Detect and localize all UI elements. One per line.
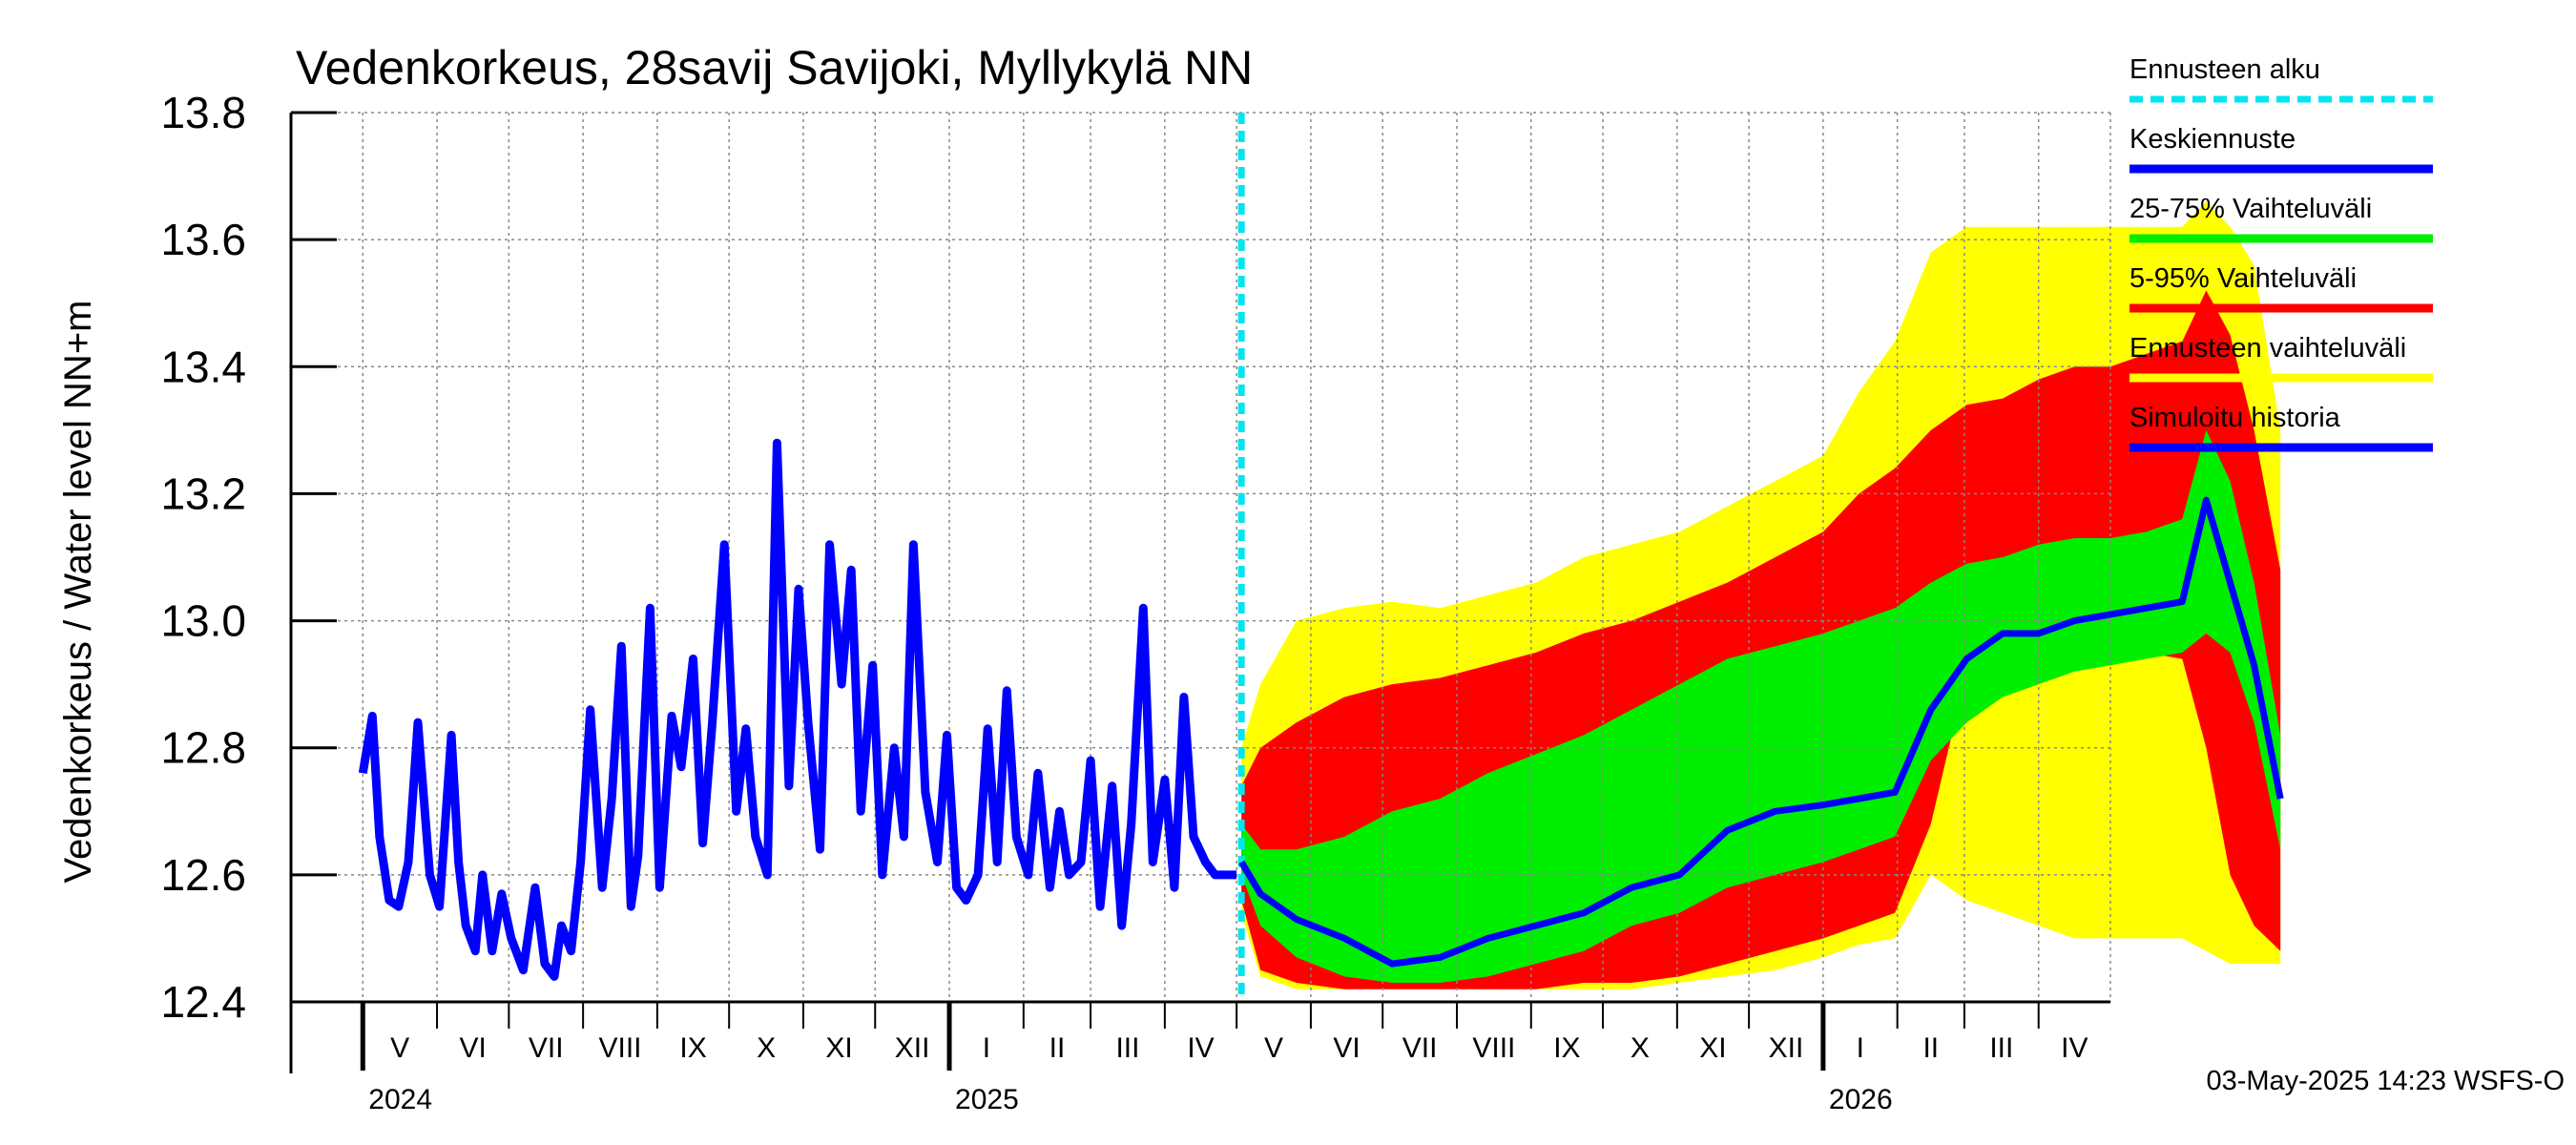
month-label: I xyxy=(983,1032,990,1064)
forecast-bands xyxy=(1241,201,2281,989)
month-label: VIII xyxy=(1472,1032,1515,1064)
legend: Ennusteen alku Keskiennuste 25-75% Vaihtel… xyxy=(2129,54,2433,452)
year-label: 2026 xyxy=(1829,1084,1893,1115)
month-label: XII xyxy=(895,1032,930,1064)
legend-label: Ennusteen vaihteluväli xyxy=(2129,333,2406,364)
year-label: 2025 xyxy=(955,1084,1019,1115)
y-tick-label: 12.4 xyxy=(160,977,246,1027)
y-tick-label: 13.2 xyxy=(160,468,246,518)
y-tick-label: 12.8 xyxy=(160,723,246,773)
axes: 12.412.612.813.013.213.413.613.8V VI VII VI… xyxy=(160,88,2110,1115)
month-label: VIII xyxy=(599,1032,642,1064)
month-label: V xyxy=(390,1032,409,1064)
history-series-line xyxy=(358,438,1237,981)
y-tick-label: 13.0 xyxy=(160,596,246,646)
month-label: X xyxy=(757,1032,776,1064)
month-label: VII xyxy=(529,1032,564,1064)
month-label: VII xyxy=(1402,1032,1438,1064)
month-label: XII xyxy=(1769,1032,1804,1064)
month-label: VI xyxy=(1333,1032,1360,1064)
y-tick-label: 13.8 xyxy=(160,88,246,137)
month-label: IX xyxy=(1553,1032,1580,1064)
month-label: III xyxy=(1115,1032,1139,1064)
month-label: IV xyxy=(1187,1032,1214,1064)
series-lines xyxy=(358,113,2284,1002)
month-label: XI xyxy=(1699,1032,1726,1064)
chart-title: Vedenkorkeus, 28savij Savijoki, Myllykyl… xyxy=(296,41,1253,94)
y-tick-label: 12.6 xyxy=(160,850,246,900)
legend-label: Simuloitu historia xyxy=(2129,403,2341,433)
month-label: I xyxy=(1857,1032,1864,1064)
month-label: IX xyxy=(679,1032,706,1064)
month-label: X xyxy=(1631,1032,1650,1064)
legend-label: 5-95% Vaihteluväli xyxy=(2129,263,2357,294)
month-label: II xyxy=(1049,1032,1066,1064)
month-label: III xyxy=(1989,1032,2013,1064)
median-forecast-line xyxy=(1238,496,2284,968)
month-label: V xyxy=(1264,1032,1283,1064)
month-label: VI xyxy=(460,1032,487,1064)
band-25-75 xyxy=(1241,429,2281,983)
legend-label: Ennusteen alku xyxy=(2129,54,2320,85)
footer-timestamp: 03-May-2025 14:23 WSFS-O xyxy=(2206,1066,2565,1096)
legend-label: 25-75% Vaihteluväli xyxy=(2129,194,2372,224)
year-label: 2024 xyxy=(368,1084,432,1115)
y-tick-label: 13.4 xyxy=(160,342,246,391)
month-label: IV xyxy=(2061,1032,2088,1064)
grid-lines xyxy=(291,112,2111,1003)
y-tick-label: 13.6 xyxy=(160,215,246,264)
month-label: XI xyxy=(825,1032,852,1064)
legend-label: Keskiennuste xyxy=(2129,124,2296,155)
y-axis-label: Vedenkorkeus / Water level NN+m xyxy=(57,301,99,884)
month-label: II xyxy=(1922,1032,1939,1064)
